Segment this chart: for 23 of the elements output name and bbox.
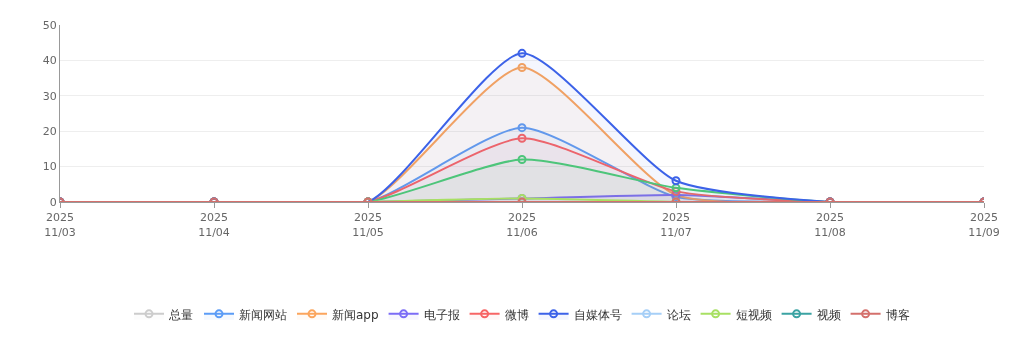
- legend-label: 论坛: [666, 307, 691, 322]
- x-tick-label: 2025 11/08: [814, 211, 846, 239]
- legend-label: 自媒体号: [573, 307, 622, 322]
- x-tick-label: 2025 11/03: [44, 211, 76, 239]
- legend-label: 短视频: [735, 307, 772, 322]
- legend-label: 总量: [168, 307, 193, 322]
- legend-label: 视频: [816, 307, 841, 322]
- x-tick-label: 2025 11/04: [198, 211, 230, 239]
- legend-label: 博客: [885, 307, 910, 322]
- y-tick-label: 0: [49, 195, 57, 209]
- y-tick-label: 10: [42, 160, 57, 174]
- y-tick-label: 20: [42, 125, 57, 139]
- legend-label: 电子报: [423, 307, 460, 322]
- x-tick-label: 2025 11/09: [968, 211, 1000, 239]
- legend-label: 新闻网站: [239, 307, 287, 322]
- x-tick-label: 2025 11/06: [506, 211, 538, 239]
- legend-label: 新闻app: [332, 307, 379, 322]
- y-tick-label: 40: [42, 54, 57, 68]
- x-tick-label: 2025 11/07: [660, 211, 692, 239]
- legend-label: 微博: [504, 307, 529, 322]
- y-tick-label: 30: [42, 89, 57, 103]
- x-tick-label: 2025 11/05: [352, 211, 384, 239]
- y-tick-label: 50: [42, 18, 57, 32]
